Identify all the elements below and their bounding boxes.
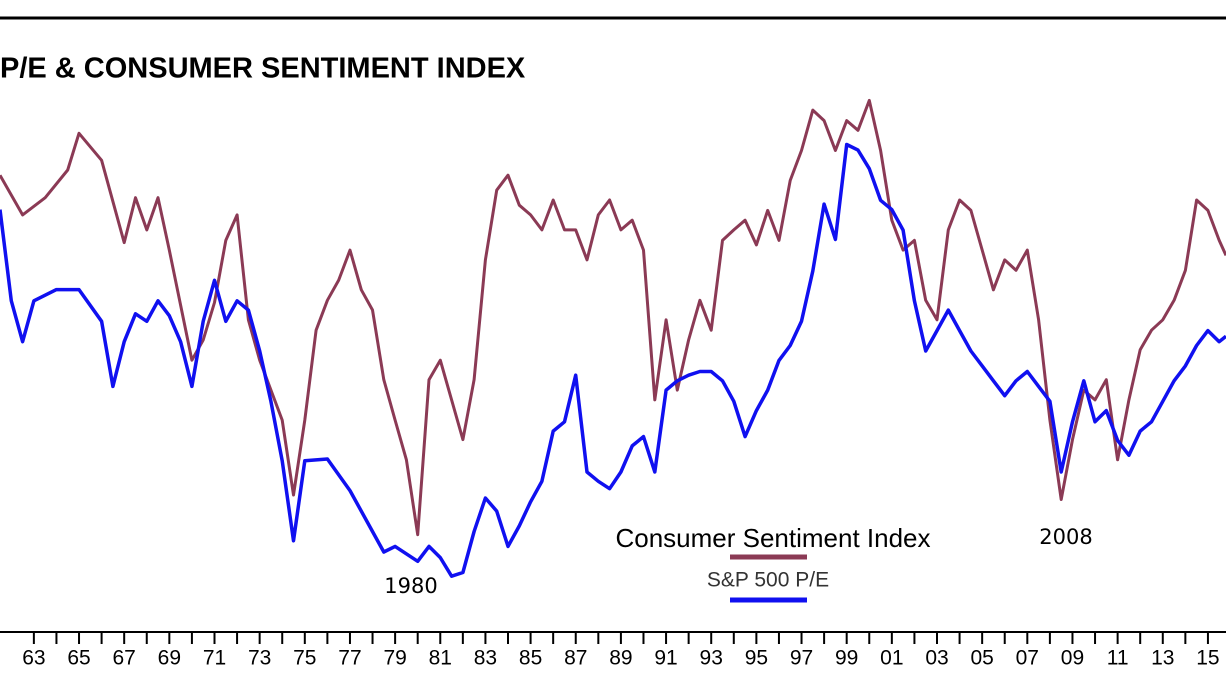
x-tick-label: 13 bbox=[1151, 647, 1174, 670]
plot bbox=[0, 98, 1226, 578]
x-tick-label: 15 bbox=[1196, 647, 1219, 670]
legend-label: Consumer Sentiment Index bbox=[615, 523, 930, 553]
x-tick-label: 97 bbox=[790, 647, 813, 670]
x-tick-label: 93 bbox=[700, 647, 723, 670]
x-tick-label: 73 bbox=[248, 647, 271, 670]
x-tick-label: 87 bbox=[564, 647, 587, 670]
x-tick-label: 67 bbox=[113, 647, 136, 670]
legend-label: S&P 500 P/E bbox=[707, 569, 829, 592]
x-tick-label: 69 bbox=[158, 647, 181, 670]
annotation: 2008 bbox=[1039, 525, 1092, 549]
x-tick-label: 71 bbox=[203, 647, 226, 670]
x-tick-label: 85 bbox=[519, 647, 542, 670]
series-line bbox=[0, 98, 1226, 537]
x-tick-label: 79 bbox=[383, 647, 406, 670]
x-tick-label: 11 bbox=[1107, 647, 1129, 670]
x-tick-label: 89 bbox=[609, 647, 632, 670]
chart-title: P/E & CONSUMER SENTIMENT INDEX bbox=[0, 53, 526, 85]
x-tick-label: 99 bbox=[835, 647, 858, 670]
x-tick-label: 65 bbox=[67, 647, 90, 670]
x-tick-label: 01 bbox=[880, 647, 903, 670]
x-tick-label: 07 bbox=[1016, 647, 1039, 670]
x-tick-label: 81 bbox=[429, 647, 452, 670]
x-tick-label: 95 bbox=[745, 647, 768, 670]
series-line bbox=[0, 142, 1226, 578]
x-tick-label: 09 bbox=[1061, 647, 1084, 670]
x-tick-label: 63 bbox=[22, 647, 45, 670]
x-tick-label: 83 bbox=[474, 647, 497, 670]
x-tick-label: 05 bbox=[970, 647, 993, 670]
x-tick-label: 75 bbox=[293, 647, 316, 670]
x-tick-label: 91 bbox=[654, 647, 677, 670]
x-tick-label: 03 bbox=[925, 647, 948, 670]
x-tick-label: 77 bbox=[338, 647, 361, 670]
annotation: 1980 bbox=[384, 574, 437, 598]
